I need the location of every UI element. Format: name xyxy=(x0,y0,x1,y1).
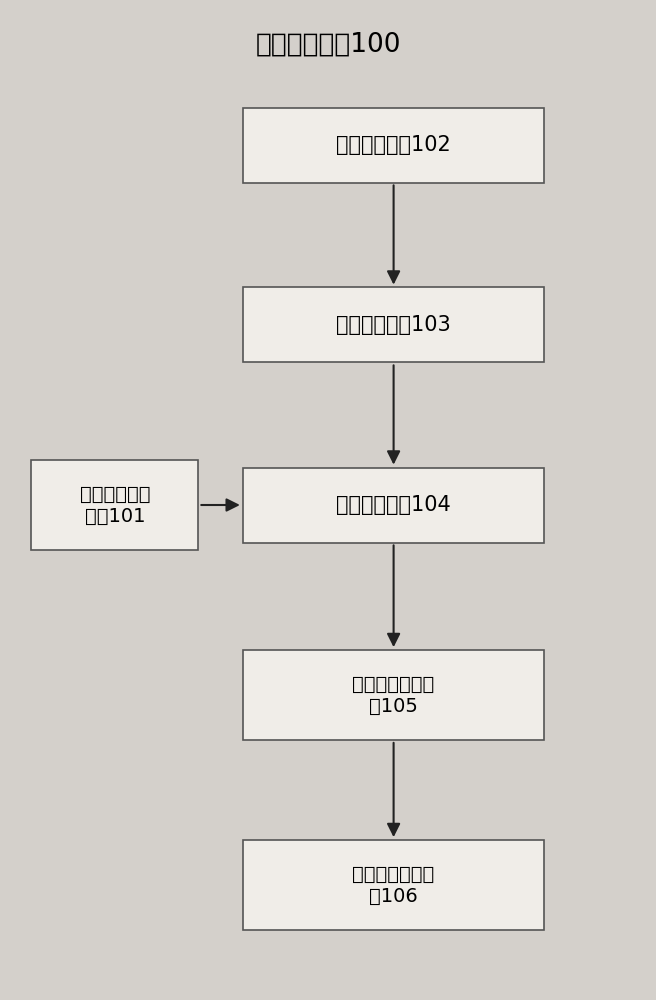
Text: 第一通断控制模
块106: 第一通断控制模 块106 xyxy=(352,864,435,906)
Bar xyxy=(243,840,544,930)
Bar xyxy=(243,287,544,362)
Bar xyxy=(31,460,198,550)
Bar xyxy=(243,650,544,740)
Text: 第一匹配模块104: 第一匹配模块104 xyxy=(337,495,451,515)
Text: 第一重组模块103: 第一重组模块103 xyxy=(337,315,451,335)
Bar xyxy=(243,107,544,182)
Text: 第一输出控制模
块105: 第一输出控制模 块105 xyxy=(352,674,435,716)
Text: 第一接收模块102: 第一接收模块102 xyxy=(337,135,451,155)
Text: 数据判断模块100: 数据判断模块100 xyxy=(255,32,401,58)
Bar xyxy=(243,468,544,542)
Text: 第一关键字数
据库101: 第一关键字数 据库101 xyxy=(79,485,150,526)
